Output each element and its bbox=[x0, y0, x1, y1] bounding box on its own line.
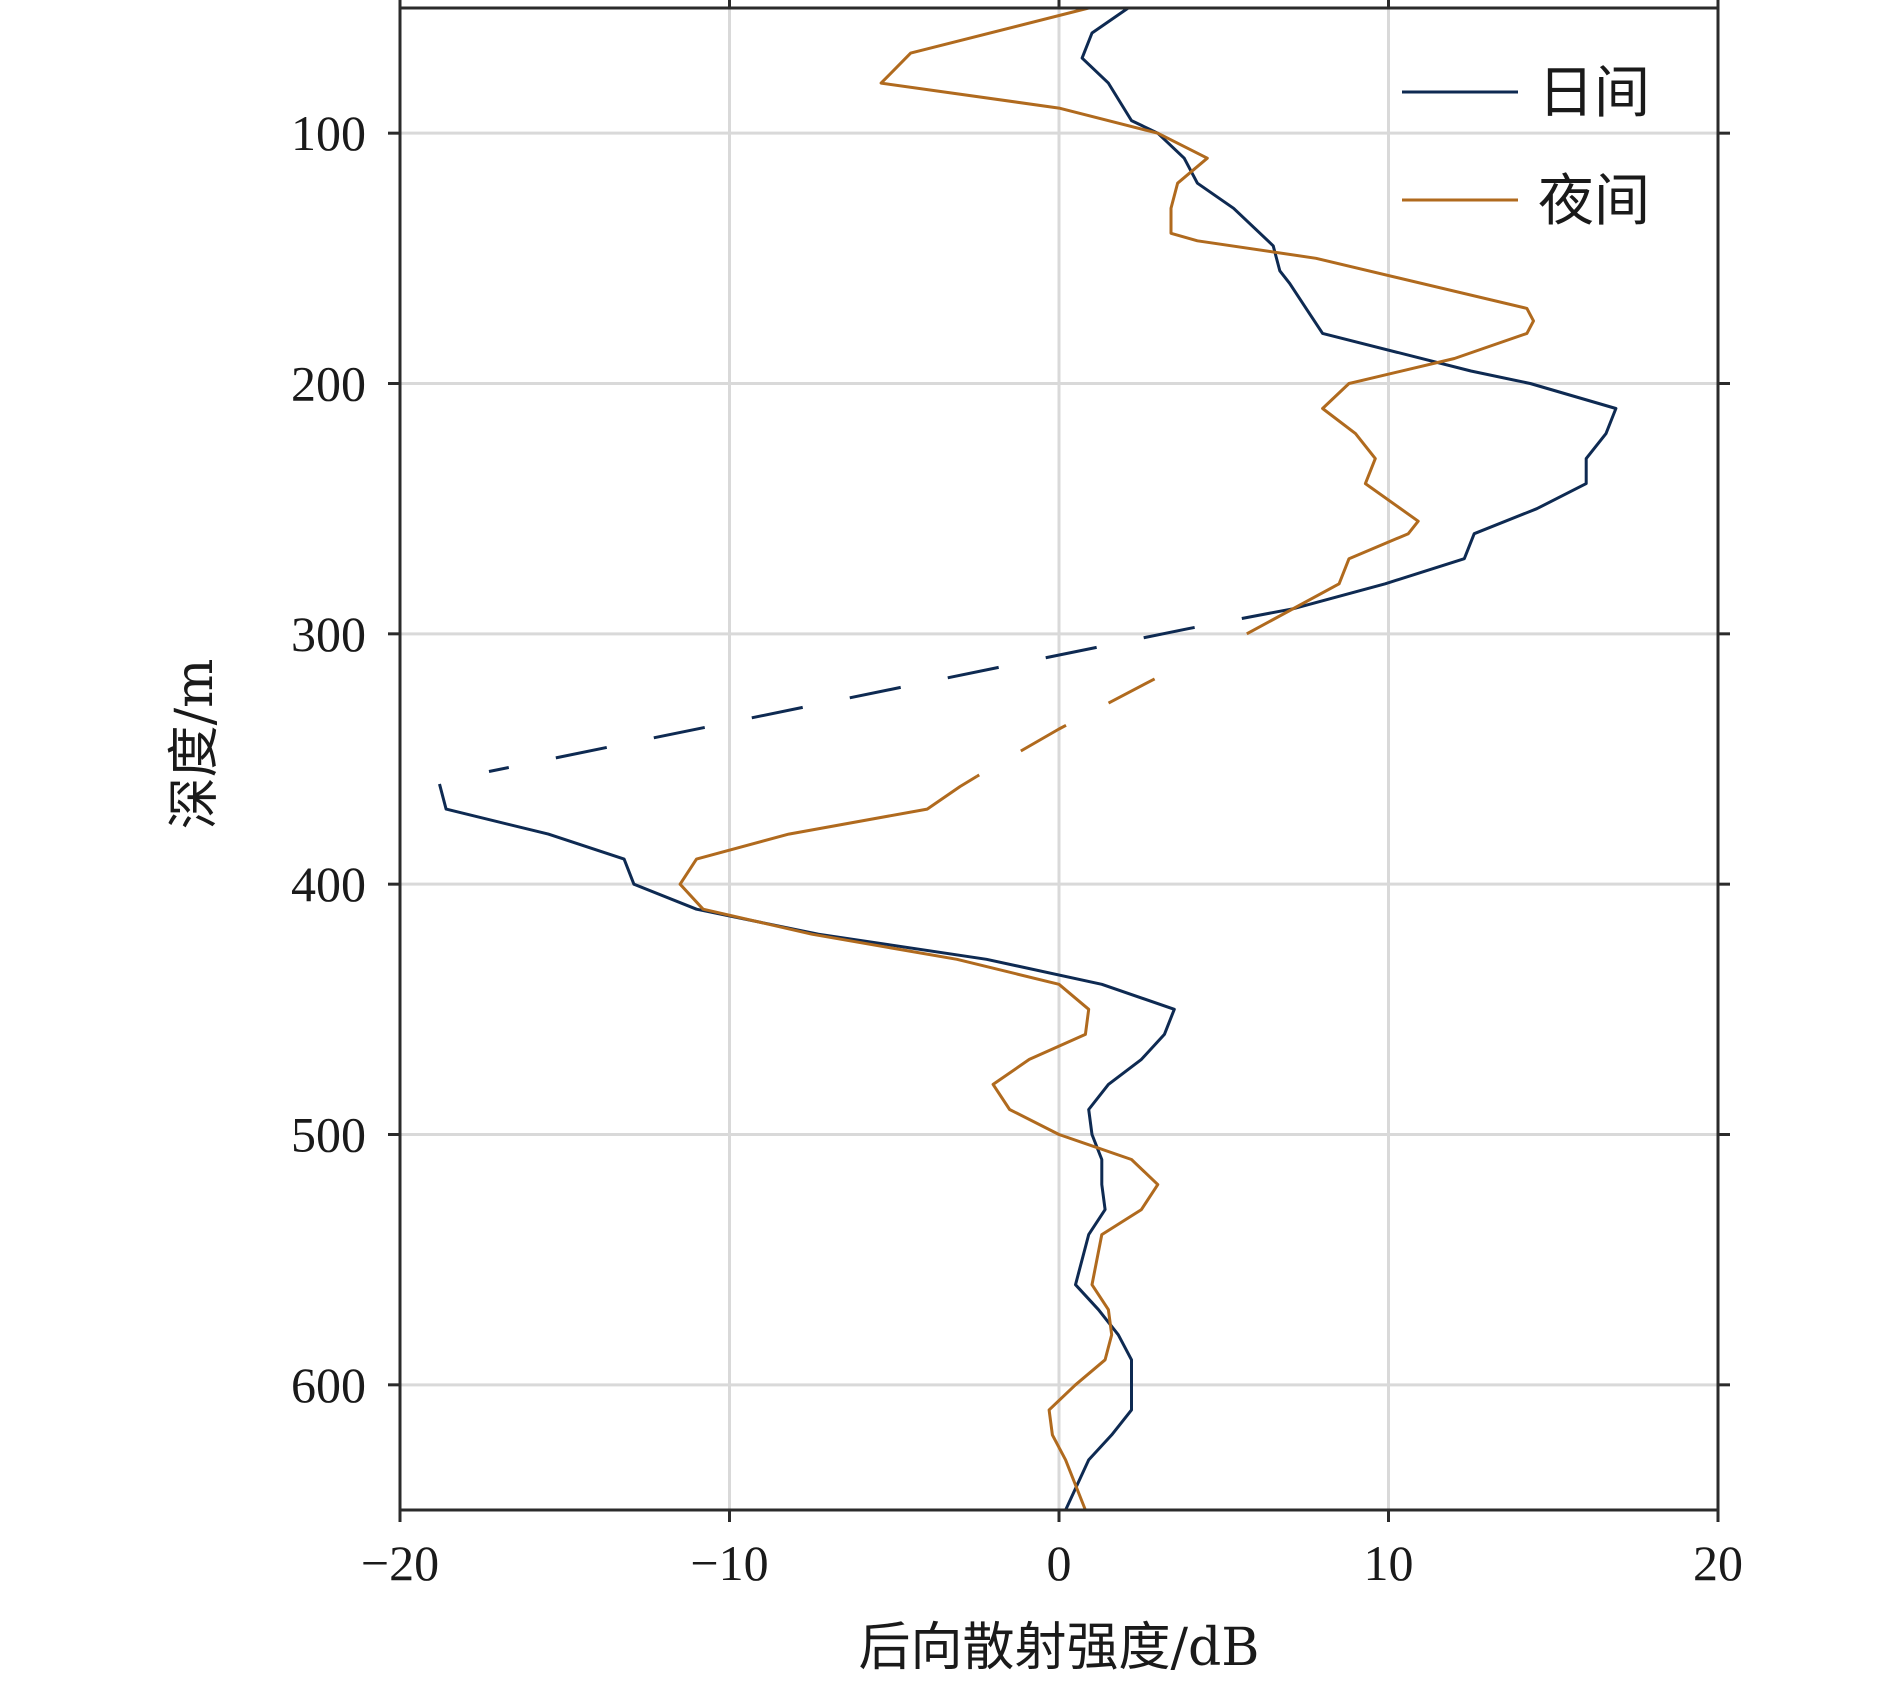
x-tick-label-1: −10 bbox=[690, 1535, 768, 1591]
series-0-segment-1-dashed bbox=[488, 607, 1294, 773]
x-tick-label-0: −20 bbox=[361, 1535, 439, 1591]
axis-ticks: −20 −10 0 10 20 100 200 300 400 500 600 bbox=[291, 0, 1743, 1591]
series-lines bbox=[438, 6, 1618, 1511]
x-tick-label-3: 10 bbox=[1364, 1535, 1414, 1591]
y-tick-label-1: 200 bbox=[291, 356, 366, 412]
y-tick-label-4: 500 bbox=[291, 1107, 366, 1163]
series-0-segment-0-solid bbox=[1080, 6, 1618, 611]
y-tick-label-5: 600 bbox=[291, 1357, 366, 1413]
y-axis-label: 深度/m bbox=[165, 659, 225, 830]
legend-label-nighttime: 夜间 bbox=[1538, 169, 1650, 234]
legend: 日间 夜间 bbox=[1402, 61, 1650, 234]
y-tick-label-2: 300 bbox=[291, 606, 366, 662]
series-1-segment-1-dashed bbox=[975, 677, 1156, 778]
x-tick-label-4: 20 bbox=[1693, 1535, 1743, 1591]
x-tick-label-2: 0 bbox=[1047, 1535, 1072, 1591]
y-tick-label-0: 100 bbox=[291, 105, 366, 161]
series-1-segment-2-solid bbox=[678, 775, 1160, 1511]
series-1-segment-0-solid bbox=[879, 6, 1535, 636]
x-axis-label: 后向散射强度/dB bbox=[858, 1618, 1259, 1678]
y-tick-label-3: 400 bbox=[291, 856, 366, 912]
series-0-segment-2-solid bbox=[438, 783, 1176, 1511]
legend-label-daytime: 日间 bbox=[1538, 61, 1650, 126]
